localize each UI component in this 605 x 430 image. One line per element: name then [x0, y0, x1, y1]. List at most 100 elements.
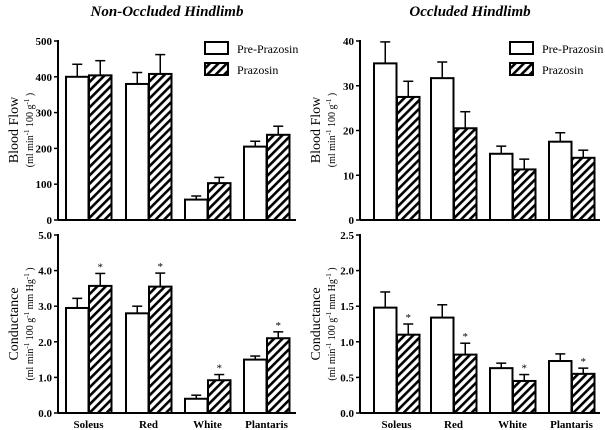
- significance-marker: *: [463, 331, 469, 343]
- y-axis-units: (ml min-1 100 g-1 ): [23, 93, 36, 167]
- bar-prazosin: [88, 74, 113, 221]
- bar-prazosin: [571, 372, 596, 414]
- bar-prazosin: [512, 379, 537, 414]
- units-part: 100 g: [25, 318, 36, 341]
- significance-marker: *: [98, 261, 104, 273]
- y-tick-label: 300: [36, 108, 53, 120]
- units-part: -1: [23, 311, 31, 317]
- y-tick-label: 500: [36, 36, 53, 48]
- y-tick-label: 100: [36, 179, 53, 191]
- bar-prazosin: [148, 72, 173, 221]
- y-tick-label: 0.0: [340, 408, 354, 420]
- significance-marker: *: [581, 356, 587, 368]
- y-tick-label: 2.0: [38, 337, 52, 349]
- legend-swatch-prazosin: [204, 62, 229, 76]
- bar-prazosin: [207, 379, 232, 414]
- bar-prazosin: [266, 133, 291, 222]
- bar-prazosin: [88, 284, 113, 414]
- legend-label: Prazosin: [237, 63, 278, 77]
- bar-pre-prazosin: [125, 312, 150, 415]
- significance-marker: *: [522, 363, 528, 375]
- units-part: mm Hg: [327, 279, 338, 309]
- y-tick-label: 30: [343, 81, 355, 93]
- units-part: -1: [23, 129, 31, 135]
- category-label: White: [498, 419, 527, 430]
- bar-pre-prazosin: [548, 140, 573, 221]
- significance-marker: *: [217, 363, 223, 375]
- y-tick-label: 5.0: [38, 230, 52, 242]
- legend-swatch-pre-prazosin: [204, 41, 229, 55]
- legend-label: Pre-Prazosin: [237, 42, 298, 56]
- bar-prazosin: [266, 337, 291, 414]
- bar-prazosin: [453, 127, 478, 221]
- category-label: Red: [139, 419, 158, 430]
- bar-pre-prazosin: [548, 360, 573, 414]
- units-part: -1: [23, 342, 31, 348]
- y-tick-label: 3.0: [38, 301, 52, 313]
- bar-pre-prazosin: [243, 145, 268, 221]
- units-part: 100 g: [327, 318, 338, 341]
- units-part: mm Hg: [25, 279, 36, 309]
- units-part: -1: [325, 342, 333, 348]
- units-part: ): [327, 267, 338, 270]
- y-tick-label: 4.0: [38, 266, 52, 278]
- legend-swatch-prazosin: [509, 62, 534, 76]
- category-label: Plantaris: [245, 419, 288, 430]
- legend-swatch-pre-prazosin: [509, 41, 534, 55]
- units-part: -1: [325, 129, 333, 135]
- bar-pre-prazosin: [184, 198, 209, 221]
- units-part: ): [25, 267, 36, 270]
- y-tick-label: 0: [47, 215, 53, 227]
- y-tick-label: 1.0: [340, 337, 354, 349]
- y-axis-label: Conductance: [309, 287, 324, 360]
- bar-prazosin: [512, 168, 537, 221]
- y-tick-label: 20: [343, 126, 355, 138]
- units-part: ): [25, 93, 36, 96]
- bar-pre-prazosin: [184, 397, 209, 415]
- bar-pre-prazosin: [430, 77, 455, 221]
- y-axis-label: Blood Flow: [309, 96, 324, 163]
- y-axis-label: Conductance: [7, 287, 22, 360]
- y-tick-label: 10: [343, 170, 355, 182]
- units-part: -1: [325, 311, 333, 317]
- units-part: -1: [325, 273, 333, 279]
- bar-pre-prazosin: [489, 367, 514, 415]
- units-part: ): [327, 93, 338, 96]
- legend-label: Prazosin: [542, 63, 583, 77]
- bar-prazosin: [571, 156, 596, 221]
- units-part: -1: [23, 98, 31, 104]
- category-label: Plantaris: [550, 419, 593, 430]
- y-tick-label: 0.5: [340, 372, 354, 384]
- y-tick-label: 200: [36, 143, 53, 155]
- y-tick-label: 2.5: [340, 230, 354, 242]
- y-axis-units: (ml min-1 100 g-1 mm Hg-1 ): [325, 267, 338, 380]
- bar-prazosin: [453, 353, 478, 414]
- legend-label: Pre-Prazosin: [542, 42, 603, 56]
- bar-pre-prazosin: [430, 316, 455, 415]
- bar-pre-prazosin: [65, 306, 90, 415]
- units-part: (ml min: [327, 349, 338, 381]
- y-tick-label: 2.0: [340, 266, 354, 278]
- bar-pre-prazosin: [243, 358, 268, 415]
- bar-pre-prazosin: [125, 82, 150, 221]
- category-label: Red: [444, 419, 463, 430]
- significance-marker: *: [158, 261, 164, 273]
- units-part: -1: [23, 273, 31, 279]
- units-part: -1: [325, 98, 333, 104]
- category-label: Soleus: [382, 419, 413, 430]
- units-part: (ml min: [327, 135, 338, 167]
- bar-pre-prazosin: [489, 152, 514, 222]
- chart-title: Occluded Hindlimb: [409, 4, 531, 20]
- y-axis-units: (ml min-1 100 g-1 ): [325, 93, 338, 167]
- units-part: 100 g: [25, 104, 36, 127]
- bar-prazosin: [396, 95, 421, 221]
- y-tick-label: 1.5: [340, 301, 354, 313]
- y-tick-label: 0.0: [38, 408, 52, 420]
- units-part: (ml min: [25, 135, 36, 167]
- units-part: 100 g: [327, 104, 338, 127]
